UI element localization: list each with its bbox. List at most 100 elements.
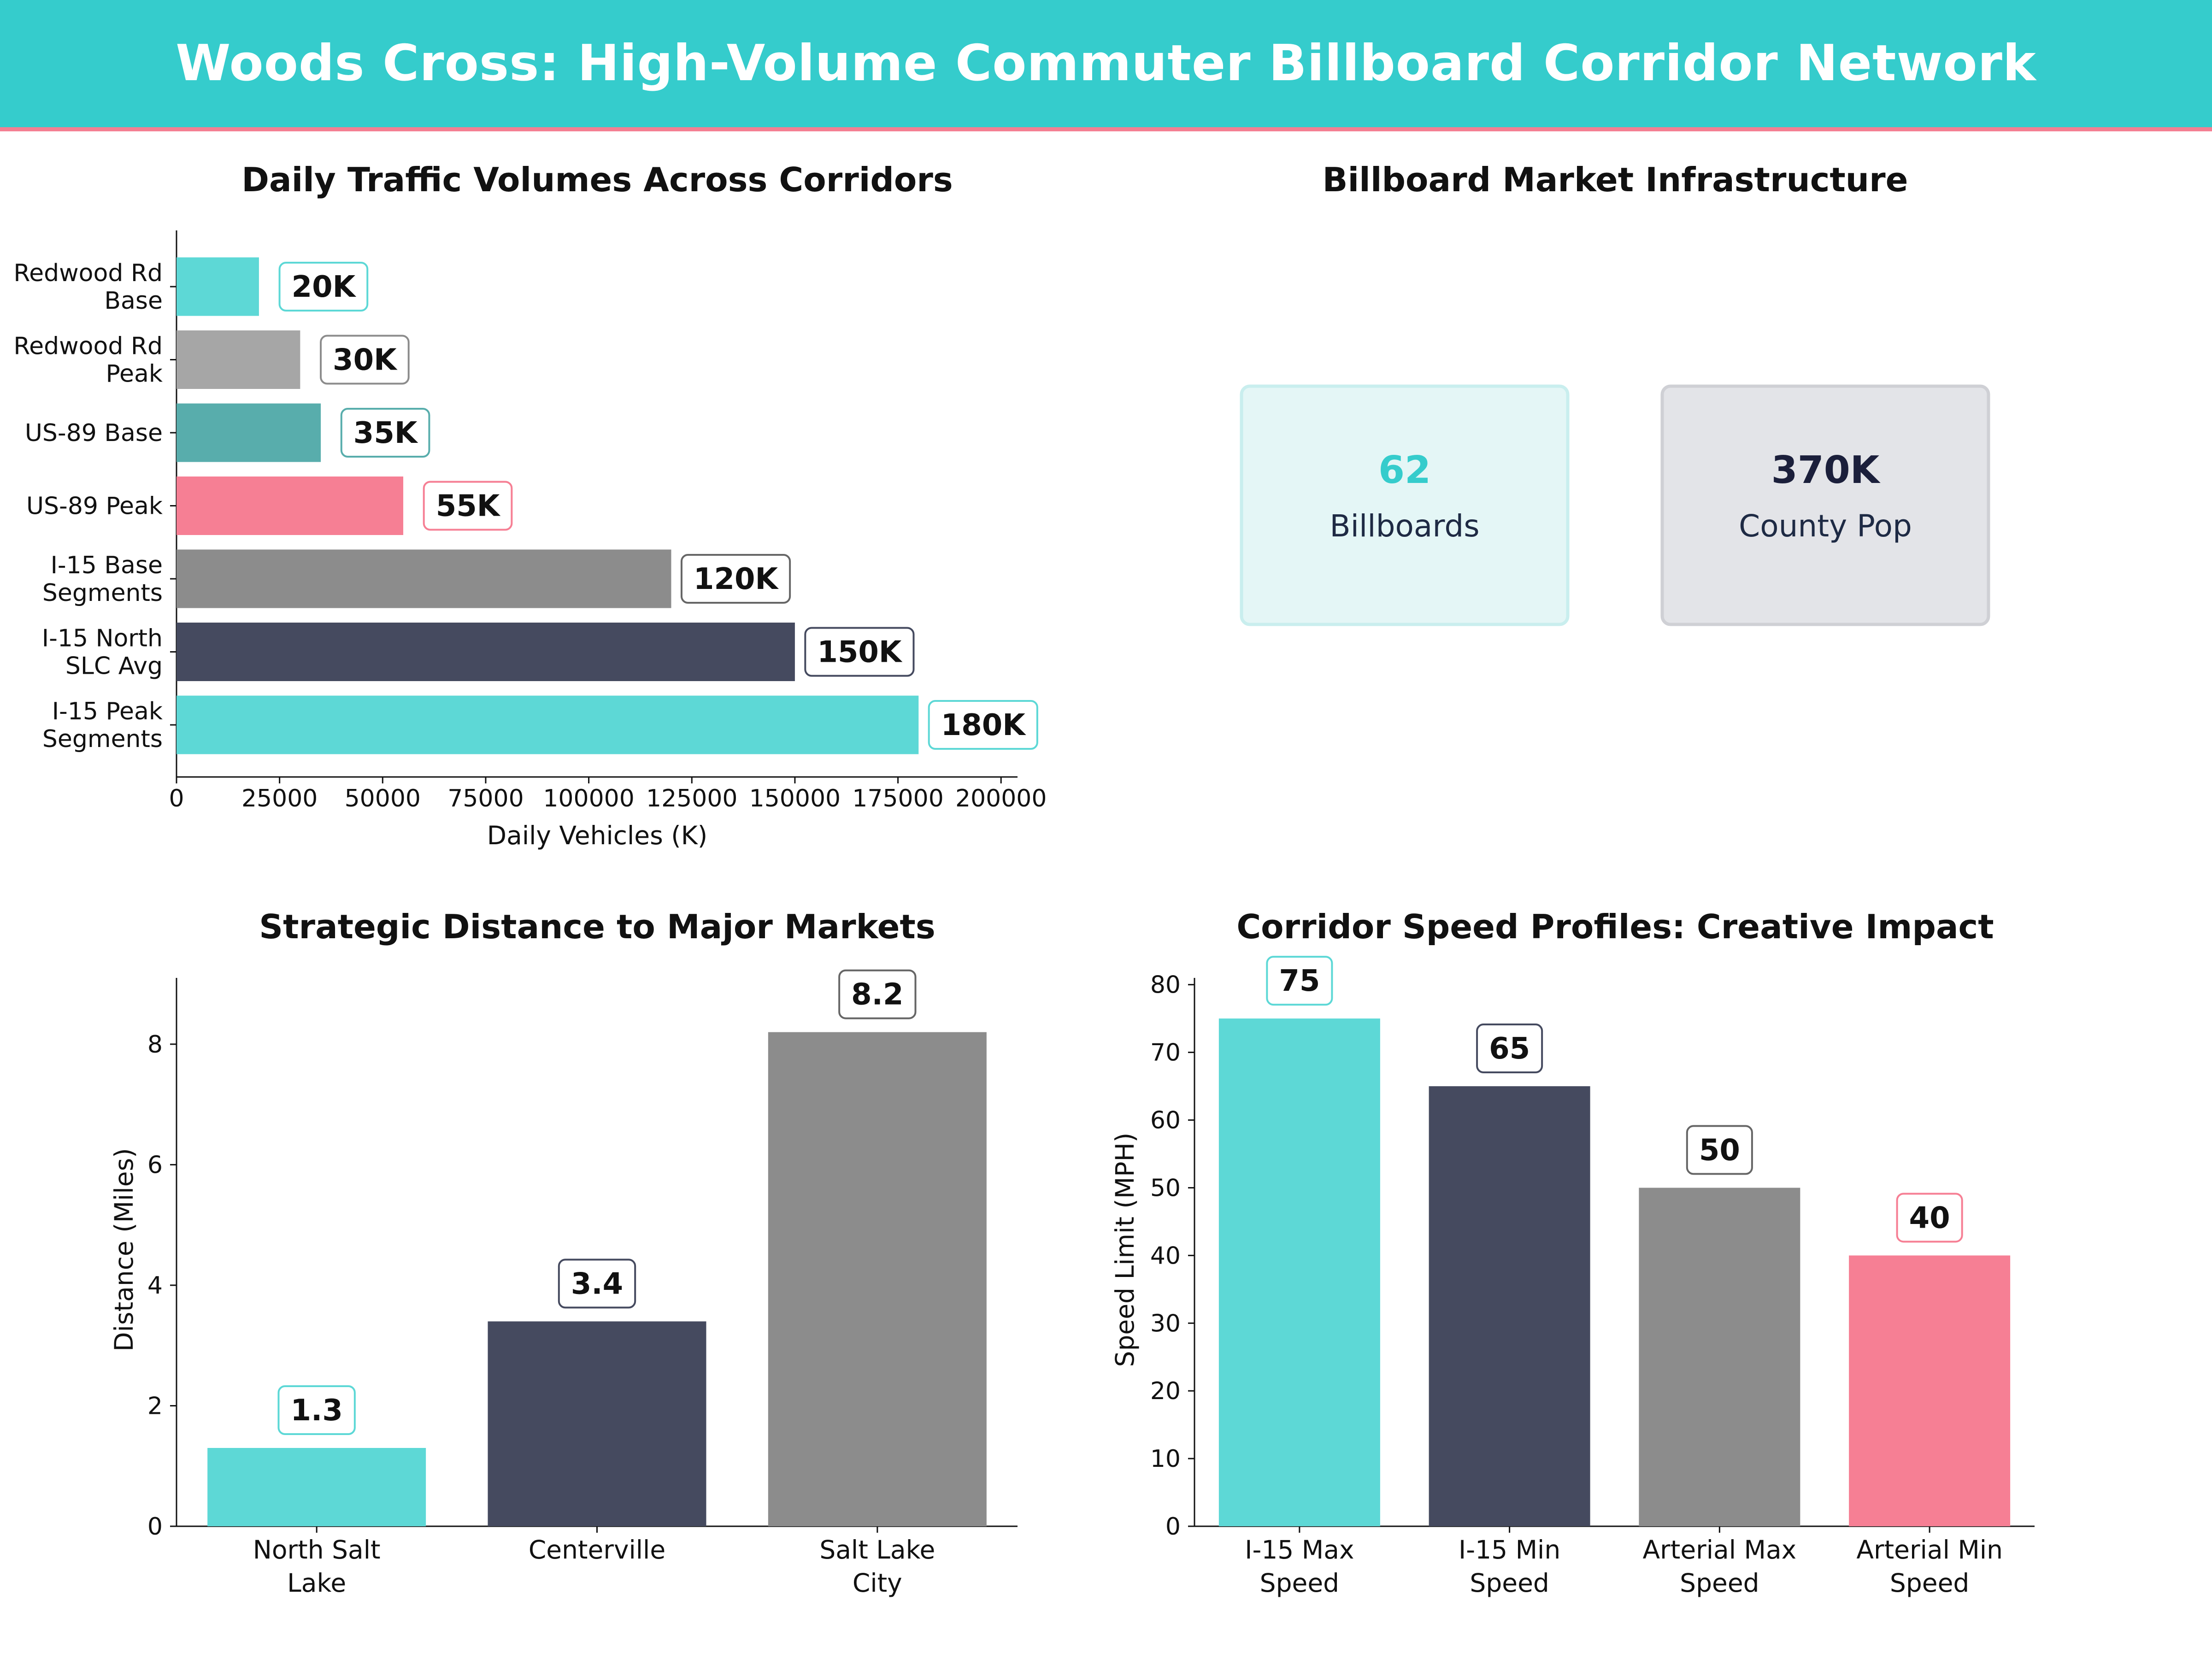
distance-category-label: Centerville [529,1535,665,1565]
traffic-bar [176,403,321,462]
infrastructure-panel: Billboard Market Infrastructure 62 Billb… [1240,160,1990,626]
traffic-x-tick-label: 50000 [345,785,421,812]
traffic-x-tick-label: 175000 [852,785,944,812]
traffic-value-label: 180K [941,708,1027,742]
speed-y-tick-label: 20 [1150,1377,1181,1405]
speed-y-tick-label: 70 [1150,1039,1181,1067]
speed-y-axis-label: Speed Limit (MPH) [1110,1133,1140,1367]
kpi-county-pop-label: County Pop [1739,508,1912,544]
traffic-bar [176,695,919,754]
traffic-category-label: US-89 Base [25,419,163,447]
distance-y-tick-label: 6 [147,1151,163,1179]
speed-y-tick-label: 80 [1150,971,1181,999]
distance-panel: Strategic Distance to Major Markets 0 2 4 6… [109,907,1018,1598]
distance-y-tick-label: 0 [147,1513,163,1541]
speed-bar [1849,1255,2011,1526]
speed-value-label-box [1686,1125,1753,1175]
speed-value-label-box [1476,1024,1543,1074]
kpi-card-billboards-bg [1240,384,1570,626]
speed-value-label: 40 [1909,1201,1950,1235]
kpi-county-pop-value: 370K [1771,448,1881,492]
speed-bar [1218,1018,1380,1526]
distance-bar [768,1032,987,1526]
distance-y-tick-label: 2 [147,1392,163,1420]
traffic-bar [176,257,259,316]
distance-y-tick-label: 4 [147,1272,163,1300]
traffic-value-label-box [320,335,410,385]
speed-bar [1639,1188,1800,1526]
speed-chart-title: Corridor Speed Profiles: Creative Impact [1236,907,1994,946]
speed-category-label: I-15 Min Speed [1459,1535,1560,1598]
traffic-bar [176,623,795,681]
distance-value-label: 3.4 [571,1267,623,1301]
traffic-bar [176,549,671,608]
traffic-value-label-box [423,481,513,531]
distance-chart-title: Strategic Distance to Major Markets [259,907,935,946]
traffic-x-tick-label: 200000 [955,785,1047,812]
traffic-value-label: 30K [333,343,398,377]
traffic-value-label-box [278,262,369,312]
traffic-category-label: I-15 Peak Segments [42,698,163,753]
traffic-value-label-box [804,627,915,677]
traffic-category-label: Redwood Rd Peak [13,333,163,388]
traffic-value-label-box [340,408,430,458]
distance-value-label-box [838,969,917,1019]
speed-category-label: Arterial Max Speed [1643,1535,1797,1598]
distance-value-label: 1.3 [290,1394,342,1428]
speed-value-label-box [1896,1193,1963,1243]
traffic-x-tick-label: 125000 [646,785,738,812]
speed-value-label: 50 [1699,1133,1740,1167]
kpi-billboards-value: 62 [1378,448,1431,492]
traffic-value-label-box [928,700,1038,750]
speed-y-tick-label: 40 [1150,1242,1181,1270]
traffic-x-tick-label: 150000 [749,785,841,812]
traffic-value-label: 55K [436,489,501,524]
distance-y-tick-label: 8 [147,1031,163,1059]
traffic-chart-title: Daily Traffic Volumes Across Corridors [241,160,953,199]
traffic-bar [176,330,300,389]
speed-value-label-box [1266,956,1333,1006]
traffic-x-axis-label: Daily Vehicles (K) [487,821,707,850]
traffic-category-label: US-89 Peak [26,493,163,520]
traffic-value-label: 150K [817,635,903,670]
traffic-x-tick-label: 0 [169,785,184,812]
traffic-plot: 0 25000 50000 75000 100000 125000 150000 175000… [13,230,1047,812]
kpi-card-county-pop: 370K County Pop [1660,384,1990,626]
page-title: Woods Cross: High-Volume Commuter Billbo… [176,35,2036,92]
traffic-value-label: 120K [694,562,779,596]
distance-category-label: Salt Lake City [819,1535,935,1598]
distance-category-label: North Salt Lake [253,1535,381,1598]
distance-value-label: 8.2 [851,978,903,1012]
speed-bar [1429,1086,1590,1526]
header-banner: Woods Cross: High-Volume Commuter Billbo… [0,0,2212,131]
traffic-category-label: I-15 North SLC Avg [42,625,163,680]
speed-category-label: Arterial Min Speed [1856,1535,2003,1598]
speed-value-label: 75 [1279,964,1320,998]
kpi-card-county-pop-bg [1660,384,1990,626]
kpi-billboards-label: Billboards [1330,508,1479,544]
speed-plot: 0 10 20 30 40 50 60 70 80 I-15 Max Speed 75 I-15 Min… [1150,956,2035,1598]
speed-category-label: I-15 Max Speed [1245,1535,1354,1598]
kpi-card-billboards: 62 Billboards [1240,384,1570,626]
distance-bar [488,1321,706,1526]
traffic-x-tick-label: 25000 [241,785,318,812]
distance-value-label-box [277,1385,356,1435]
speed-y-tick-label: 60 [1150,1107,1181,1135]
distance-y-axis-label: Distance (Miles) [109,1148,139,1351]
distance-plot: 0 2 4 6 8 North Salt Lake 1.3 Centerville 3.4 Salt… [147,969,1018,1598]
traffic-category-label: I-15 Base Segments [42,552,163,607]
traffic-x-tick-label: 100000 [543,785,635,812]
traffic-bar [176,477,404,535]
distance-value-label-box [558,1259,636,1309]
traffic-value-label: 35K [353,416,418,450]
traffic-value-label-box [680,554,791,604]
speed-value-label: 65 [1489,1032,1530,1066]
infrastructure-title: Billboard Market Infrastructure [1323,160,1908,199]
speed-y-tick-label: 50 [1150,1174,1181,1202]
distance-bar [207,1448,426,1526]
speed-y-tick-label: 30 [1150,1310,1181,1337]
speed-y-tick-label: 10 [1150,1445,1181,1473]
speed-y-tick-label: 0 [1165,1513,1181,1541]
traffic-x-tick-label: 75000 [447,785,524,812]
